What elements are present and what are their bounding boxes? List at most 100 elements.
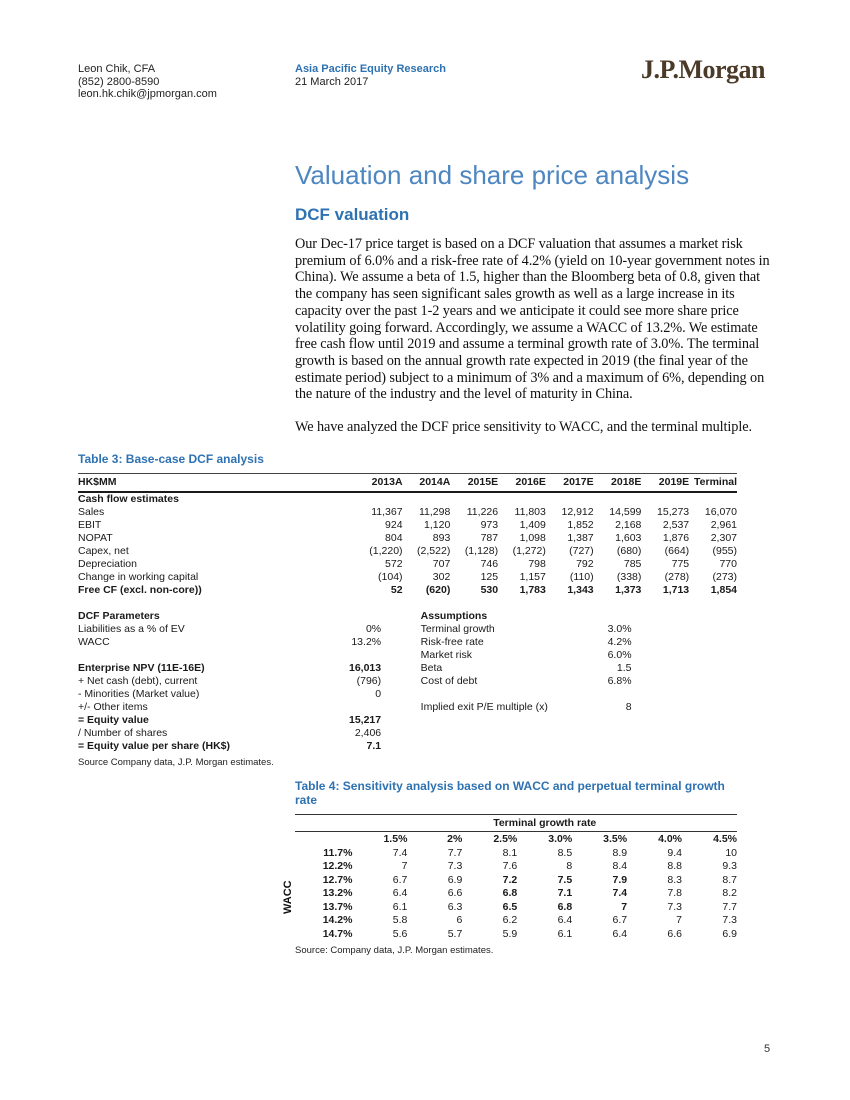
- table4-cell: 6.8: [502, 887, 518, 899]
- main-content-column: Valuation and share price analysis DCF v…: [295, 160, 773, 436]
- table4-cell: 6.6: [667, 927, 683, 940]
- table3-cell: (1,272): [512, 545, 546, 557]
- table4-cell: 5.6: [392, 927, 408, 940]
- table3-parameters-row: Market risk 6.0%: [78, 649, 737, 662]
- table3-parameters-row: = Equity value per share (HK$) 7.1: [78, 740, 737, 753]
- table3-row-label: EBIT: [78, 519, 102, 531]
- table4-cell: 7.1: [557, 887, 573, 899]
- parameter-value-right: 4.2%: [607, 636, 632, 648]
- table4-wacc-label: 13.7%: [322, 900, 353, 913]
- table4-wacc-label: 13.2%: [322, 887, 353, 899]
- table3-cell: 1,876: [662, 532, 690, 544]
- parameter-label-left: WACC: [78, 636, 110, 648]
- parameter-label-left: +/- Other items: [78, 701, 148, 713]
- parameter-value-left: 0: [375, 688, 382, 700]
- table3-cell: 973: [480, 519, 499, 531]
- table3-data-row: Capex, net (1,220) (2,522) (1,128) (1,27…: [78, 545, 737, 558]
- table3-col-header: 2015E: [467, 476, 499, 488]
- table4-wacc-label: 12.7%: [322, 873, 353, 886]
- body-paragraph-2: We have analyzed the DCF price sensitivi…: [295, 419, 752, 436]
- research-division: Asia Pacific Equity Research: [295, 63, 447, 75]
- table3-dcf-parameters-table: DCF Parameters Assumptions Liabilities a…: [78, 610, 737, 753]
- table4-data-row: 14.2% 5.8 6 6.2 6.4 6.7 7 7.3: [295, 914, 737, 928]
- parameter-label-right: [421, 740, 579, 753]
- table4-cell: 6.7: [392, 873, 408, 886]
- table4-cell: 9.4: [667, 846, 683, 859]
- table4-cell: 7.8: [667, 887, 683, 899]
- table3-cell: 1,409: [519, 519, 546, 531]
- table4-cell: 6.9: [447, 873, 463, 886]
- table4-column-header-row: 1.5% 2% 2.5% 3.0% 3.5% 4.0% 4.5%: [295, 831, 737, 846]
- table3-cell: 1,783: [519, 584, 546, 596]
- analyst-contact-block: Leon Chik, CFA (852) 2800-8590 leon.hk.c…: [78, 63, 217, 101]
- table3-cell: 1,098: [519, 532, 546, 544]
- report-date: 21 March 2017: [295, 76, 369, 88]
- table4-cell: 6.1: [392, 900, 408, 913]
- parameter-value-right: 6.8%: [607, 675, 632, 687]
- table3-cell: 11,803: [514, 506, 546, 518]
- table3-col-header: 2013A: [371, 476, 403, 488]
- table4-data-row: 14.7% 5.6 5.7 5.9 6.1 6.4 6.6 6.9: [295, 927, 737, 941]
- table4-cell: 8.5: [557, 846, 573, 859]
- table4-col-header: 4.0%: [658, 833, 683, 845]
- table3-cell: 792: [576, 558, 594, 570]
- table3-cell: 787: [480, 532, 499, 544]
- table3-data-row: NOPAT 804 893 787 1,098 1,387 1,603 1,87…: [78, 532, 737, 545]
- table4-wacc-label: 14.7%: [322, 927, 353, 940]
- table4-cell: 7.4: [392, 846, 408, 859]
- table4-cell: 6.6: [447, 887, 463, 899]
- table3-cell: (664): [664, 545, 690, 557]
- table4-cell: 7: [621, 900, 628, 913]
- table3-parameters-row: = Equity value 15,217: [78, 714, 737, 727]
- table3-cell: 2,168: [615, 519, 642, 531]
- table3-cell: 1,852: [567, 519, 594, 531]
- table4-col-header: 3.5%: [603, 833, 628, 845]
- table3-header-row: HK$MM 2013A 2014A 2015E 2016E 2017E 2018…: [78, 473, 737, 492]
- parameter-value-left: 13.2%: [351, 636, 382, 648]
- table3-parameters-row: WACC 13.2% Risk-free rate 4.2%: [78, 636, 737, 649]
- parameter-value-right: [579, 714, 632, 727]
- table4-cell: 6.1: [557, 927, 573, 940]
- table3-cell: (680): [616, 545, 642, 557]
- parameter-value-left: [276, 701, 381, 714]
- table3-cell: 746: [480, 558, 499, 570]
- table3-col-header: 2019E: [658, 476, 690, 488]
- parameter-value-right: [579, 688, 632, 701]
- table3-cell: 572: [385, 558, 403, 570]
- table3-cell: (955): [712, 545, 737, 557]
- table4-cell: 6.7: [612, 914, 628, 926]
- parameter-label-left: + Net cash (debt), current: [78, 675, 198, 687]
- table3-cell: (104): [378, 571, 403, 583]
- table3-data-row: Change in working capital (104) 302 125 …: [78, 571, 737, 584]
- table3-cell: (2,522): [417, 545, 451, 557]
- table3-source-note: Source Company data, J.P. Morgan estimat…: [78, 756, 274, 768]
- table3-cell: 893: [432, 532, 451, 544]
- parameter-label-left: - Minorities (Market value): [78, 688, 200, 700]
- table3-cell: (727): [569, 545, 594, 557]
- table3-col-header: HK$MM: [78, 476, 117, 488]
- table3-col-header: Terminal: [694, 476, 737, 488]
- parameter-label-left: Enterprise NPV (11E-16E): [78, 662, 205, 674]
- parameter-label-left: / Number of shares: [78, 727, 168, 739]
- table4-cell: 8.4: [612, 860, 628, 872]
- table4-cell: 7.3: [722, 914, 737, 926]
- table4-cell: 7: [401, 860, 408, 872]
- body-paragraph-1: Our Dec-17 price target is based on a DC…: [295, 236, 770, 403]
- table3-row-label: Depreciation: [78, 558, 137, 570]
- page-title: Valuation and share price analysis: [295, 160, 690, 190]
- table3-row-label: Change in working capital: [78, 571, 199, 583]
- table4-cell: 6.8: [557, 900, 573, 913]
- table3-row-label: Sales: [78, 506, 105, 518]
- table4-col-header: 2%: [447, 833, 463, 845]
- table3-cell: 2,537: [662, 519, 690, 531]
- table4-cell: 8.8: [667, 860, 683, 872]
- table4-cell: 6.4: [557, 914, 573, 926]
- table4-cell: 8.9: [612, 846, 628, 859]
- table4-cell: 7.3: [667, 900, 683, 913]
- table4-cell: 7.7: [722, 900, 737, 913]
- table3-cell: 770: [719, 558, 737, 570]
- table3-row-label: Capex, net: [78, 545, 129, 557]
- table4-wacc-label: 14.2%: [322, 914, 353, 926]
- table3-cell: 1,603: [615, 532, 642, 544]
